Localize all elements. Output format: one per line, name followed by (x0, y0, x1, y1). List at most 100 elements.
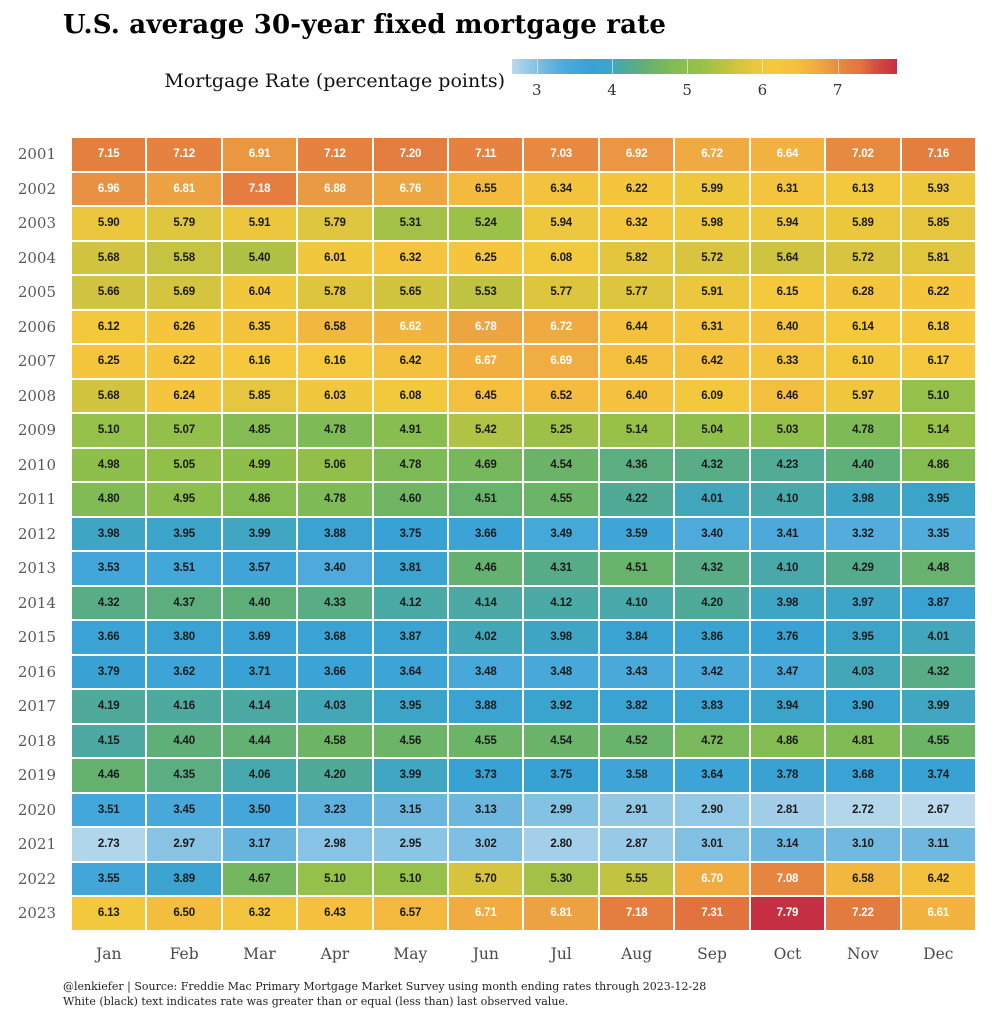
year-label: 2022 (17, 869, 56, 888)
heatmap-cell: 5.10 (72, 414, 146, 447)
heatmap-cell: 6.12 (72, 310, 146, 343)
heatmap-cell: 7.12 (298, 138, 372, 171)
heatmap-cell: 7.02 (826, 138, 900, 171)
heatmap-cell: 5.94 (524, 207, 598, 240)
heatmap-cell: 5.03 (750, 414, 825, 447)
heatmap-cell: 3.95 (373, 690, 448, 723)
heatmap-cell: 5.89 (826, 207, 900, 240)
heatmap-cell: 4.40 (147, 724, 221, 757)
heatmap-cell: 3.74 (901, 759, 975, 792)
heatmap-cell: 4.78 (298, 414, 372, 447)
heatmap-cell: 5.14 (599, 414, 674, 447)
year-label: 2020 (17, 800, 56, 819)
heatmap-cell: 6.45 (449, 379, 523, 412)
heatmap-cell: 6.69 (524, 345, 598, 378)
heatmap-cell: 6.81 (147, 172, 221, 205)
heatmap-cell: 4.52 (599, 724, 674, 757)
heatmap-cell: 5.98 (675, 207, 749, 240)
heatmap-cell: 4.37 (147, 586, 221, 619)
year-label: 2013 (17, 559, 56, 578)
heatmap-cell: 3.42 (675, 655, 749, 688)
heatmap-cell: 3.68 (826, 759, 900, 792)
heatmap-cell: 4.03 (826, 655, 900, 688)
heatmap-cell: 5.79 (298, 207, 372, 240)
heatmap-cell: 6.58 (298, 310, 372, 343)
heatmap-cell: 3.98 (826, 483, 900, 516)
heatmap-cell: 6.13 (826, 172, 900, 205)
heatmap-cell: 2.90 (675, 793, 749, 826)
year-label: 2016 (17, 662, 56, 681)
heatmap-cell: 6.42 (675, 345, 749, 378)
month-axis: Jan Feb Mar Apr May Jun Jul Aug Sep Oct Nov Dec (0, 942, 975, 966)
heatmap-cell: 3.23 (298, 793, 372, 826)
heatmap-cell: 7.18 (599, 897, 674, 930)
legend-tick-label: 5 (682, 81, 692, 99)
heatmap-cell: 3.87 (901, 586, 975, 619)
heatmap-cell: 3.84 (599, 621, 674, 654)
heatmap-cell: 4.99 (222, 448, 297, 481)
heatmap-cell: 5.68 (72, 379, 146, 412)
heatmap-cell: 5.93 (901, 172, 975, 205)
heatmap-cell: 4.80 (72, 483, 146, 516)
heatmap-cell: 3.53 (72, 552, 146, 585)
legend-label: Mortgage Rate (percentage points) (164, 70, 505, 92)
heatmap-cell: 5.69 (147, 276, 221, 309)
month-label: Jan (95, 945, 122, 963)
heatmap-cell: 5.40 (222, 241, 297, 274)
heatmap-cell: 3.64 (373, 655, 448, 688)
heatmap-cell: 6.92 (599, 138, 674, 171)
heatmap-cell: 4.46 (72, 759, 146, 792)
month-label: Jul (550, 945, 572, 963)
heatmap-cell: 6.34 (524, 172, 598, 205)
heatmap-cell: 2.99 (524, 793, 598, 826)
heatmap-cell: 3.32 (826, 517, 900, 550)
year-label: 2002 (17, 179, 56, 198)
heatmap-cell: 2.97 (147, 828, 221, 861)
heatmap-cell: 2.67 (901, 793, 975, 826)
heatmap-cell: 4.85 (222, 414, 297, 447)
year-label: 2023 (17, 904, 56, 923)
heatmap-cell: 5.77 (524, 276, 598, 309)
heatmap-cell: 3.81 (373, 552, 448, 585)
month-label: Aug (621, 945, 653, 963)
heatmap-cell: 3.99 (901, 690, 975, 723)
heatmap-cell: 3.86 (675, 621, 749, 654)
heatmap-cell: 2.81 (750, 793, 825, 826)
heatmap-cell: 3.15 (373, 793, 448, 826)
heatmap-cell: 3.79 (72, 655, 146, 688)
heatmap-cell: 6.71 (449, 897, 523, 930)
year-label: 2009 (17, 421, 56, 440)
heatmap-cell: 4.16 (147, 690, 221, 723)
heatmap-cell: 4.86 (901, 448, 975, 481)
heatmap-cell: 4.35 (147, 759, 221, 792)
month-label: Oct (773, 945, 802, 963)
heatmap-cell: 3.01 (675, 828, 749, 861)
heatmap-cell: 3.02 (449, 828, 523, 861)
heatmap-cell: 6.08 (524, 241, 598, 274)
heatmap-cell: 6.88 (298, 172, 372, 205)
month-axis-spacer (0, 942, 70, 966)
heatmap-cell: 4.03 (298, 690, 372, 723)
heatmap-cell: 4.10 (750, 483, 825, 516)
heatmap-cell: 4.01 (675, 483, 749, 516)
heatmap-cell: 4.40 (826, 448, 900, 481)
heatmap-cell: 7.18 (222, 172, 297, 205)
heatmap-cell: 7.20 (373, 138, 448, 171)
heatmap-cell: 2.73 (72, 828, 146, 861)
heatmap-cell: 5.55 (599, 862, 674, 895)
note-line: White (black) text indicates rate was gr… (63, 994, 569, 1008)
legend-tick-label: 4 (607, 81, 617, 99)
heatmap-cell: 4.32 (72, 586, 146, 619)
heatmap-cell: 4.12 (373, 586, 448, 619)
heatmap-cell: 7.15 (72, 138, 146, 171)
heatmap-cell: 4.67 (222, 862, 297, 895)
heatmap-cell: 3.64 (675, 759, 749, 792)
heatmap-cell: 6.32 (599, 207, 674, 240)
heatmap-cell: 5.68 (72, 241, 146, 274)
heatmap-cell: 5.31 (373, 207, 448, 240)
heatmap-cell: 6.42 (373, 345, 448, 378)
heatmap-cell: 6.57 (373, 897, 448, 930)
heatmap-cell: 4.44 (222, 724, 297, 757)
year-label: 2021 (17, 835, 56, 854)
